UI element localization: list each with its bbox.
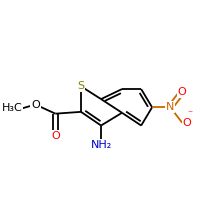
Text: ⁻: ⁻ [188, 109, 193, 119]
Text: H₃C: H₃C [2, 103, 23, 113]
Text: O: O [178, 87, 187, 97]
Text: N: N [166, 102, 175, 112]
Text: O: O [51, 131, 60, 141]
Text: O: O [182, 118, 191, 128]
Text: O: O [31, 100, 40, 110]
Text: NH₂: NH₂ [90, 140, 112, 150]
Text: S: S [77, 81, 85, 91]
